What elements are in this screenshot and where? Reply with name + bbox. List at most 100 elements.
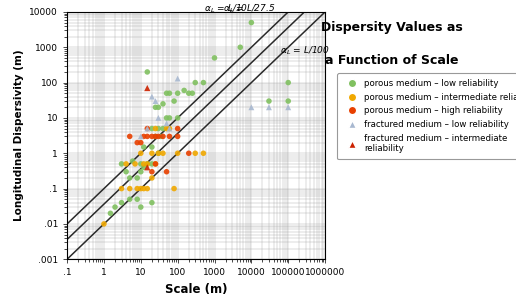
Point [154, 116, 163, 120]
Point [159, 151, 167, 156]
Point [191, 151, 199, 156]
Point [163, 121, 171, 126]
Point [165, 126, 173, 131]
Point [148, 162, 156, 166]
Point [125, 176, 134, 180]
Point [170, 99, 178, 103]
Point [284, 105, 293, 110]
Point [133, 197, 141, 202]
X-axis label: Scale (m): Scale (m) [165, 283, 228, 296]
Point [133, 140, 141, 145]
Point [188, 91, 197, 96]
Point [118, 200, 126, 205]
Point [125, 186, 134, 191]
Point [143, 134, 151, 139]
Point [154, 151, 163, 156]
Point [140, 162, 148, 166]
Point [265, 99, 273, 103]
Point [143, 162, 151, 166]
Point [143, 86, 151, 91]
Point [148, 126, 156, 131]
Point [143, 69, 151, 74]
Point [173, 116, 182, 120]
Point [151, 99, 159, 103]
Point [151, 134, 159, 139]
Point [122, 162, 130, 166]
Point [137, 186, 145, 191]
Point [148, 169, 156, 174]
Point [143, 165, 151, 170]
Point [173, 91, 182, 96]
Point [125, 134, 134, 139]
Point [236, 45, 245, 50]
Point [173, 76, 182, 81]
Point [284, 99, 293, 103]
Point [151, 105, 159, 110]
Point [125, 197, 134, 202]
Point [159, 102, 167, 106]
Point [284, 80, 293, 85]
Point [173, 134, 182, 139]
Point [148, 176, 156, 180]
Point [148, 145, 156, 149]
Point [163, 91, 171, 96]
Point [191, 80, 199, 85]
Point [163, 126, 171, 131]
Point [140, 165, 148, 170]
Legend: porous medium – low reliability, porous medium – intermediate reliability, porou: porous medium – low reliability, porous … [337, 73, 516, 159]
Point [137, 134, 145, 139]
Point [151, 126, 159, 131]
Point [131, 162, 139, 166]
Point [143, 162, 151, 166]
Point [180, 88, 188, 93]
Point [170, 186, 178, 191]
Point [143, 126, 151, 131]
Point [159, 134, 167, 139]
Point [151, 162, 159, 166]
Point [148, 94, 156, 99]
Point [154, 134, 163, 139]
Point [247, 105, 255, 110]
Point [173, 151, 182, 156]
Point [165, 116, 173, 120]
Point [140, 134, 148, 139]
Text: Dispersity Values as: Dispersity Values as [321, 21, 463, 34]
Point [122, 169, 130, 174]
Point [265, 105, 273, 110]
Text: a Function of Scale: a Function of Scale [326, 54, 459, 67]
Point [137, 205, 145, 209]
Point [128, 159, 137, 164]
Point [148, 134, 156, 139]
Point [199, 80, 207, 85]
Point [159, 126, 167, 131]
Text: $\alpha$$_L$ = L/100: $\alpha$$_L$ = L/100 [280, 44, 330, 57]
Point [137, 151, 145, 156]
Point [133, 186, 141, 191]
Text: $\alpha$$_L$ = L/10: $\alpha$$_L$ = L/10 [203, 3, 248, 15]
Point [154, 105, 163, 110]
Point [199, 151, 207, 156]
Text: $\alpha$$_L$ = L/27.5: $\alpha$$_L$ = L/27.5 [223, 3, 276, 15]
Point [140, 186, 148, 191]
Point [106, 211, 115, 216]
Point [165, 134, 173, 139]
Point [137, 169, 145, 174]
Point [163, 116, 171, 120]
Point [133, 176, 141, 180]
Point [185, 151, 193, 156]
Point [151, 134, 159, 139]
Point [157, 134, 165, 139]
Point [165, 126, 173, 131]
Point [163, 169, 171, 174]
Point [137, 162, 145, 166]
Point [148, 200, 156, 205]
Point [154, 126, 163, 131]
Point [143, 186, 151, 191]
Y-axis label: Longitudinal Dispersivity (m): Longitudinal Dispersivity (m) [14, 50, 24, 221]
Point [148, 151, 156, 156]
Point [165, 91, 173, 96]
Point [173, 126, 182, 131]
Point [137, 140, 145, 145]
Point [118, 162, 126, 166]
Point [185, 91, 193, 96]
